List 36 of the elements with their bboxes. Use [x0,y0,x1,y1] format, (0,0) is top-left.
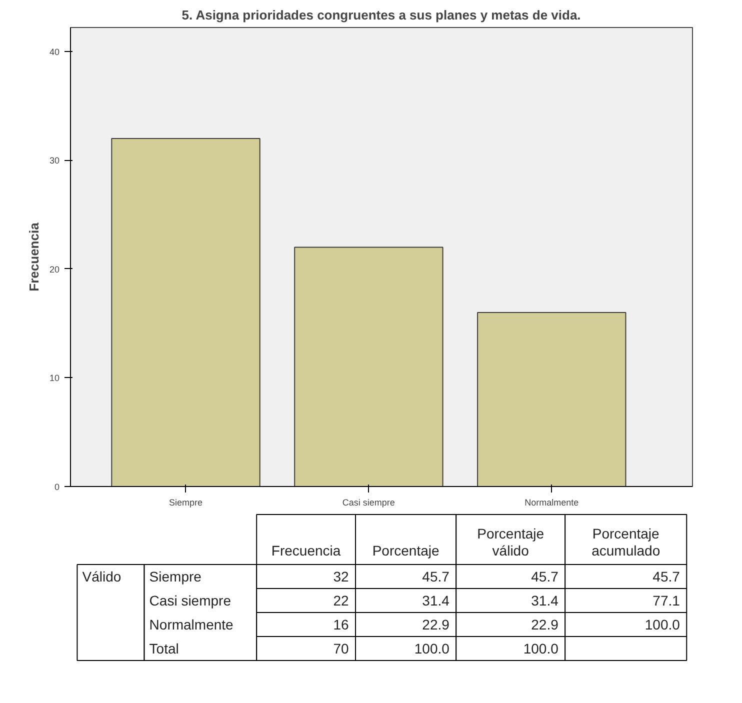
data-label: 100.0 [414,640,450,656]
x-tick-label: Normalmente [524,498,579,508]
data-label: 45.7 [652,568,680,584]
y-tick-label: Normalmente [149,616,234,632]
data-label: 22.9 [422,616,450,632]
data-label: 100.0 [523,640,559,656]
data-label: 45.7 [531,568,559,584]
y-tick-label: 0 [54,482,60,492]
x-tick-label: Casi siempre [342,498,395,508]
y-tick-label: Siempre [149,568,202,584]
data-label: 100.0 [644,616,680,632]
bar [111,138,260,486]
x-tick-label: Porcentaje acumulado [592,526,660,558]
bar [294,246,444,486]
y-tick-label: Total [149,640,179,656]
x-tick-label: Porcentaje [372,542,440,558]
data-label: 32 [333,568,350,584]
y-tick-label: 40 [49,46,60,57]
x-tick-label: Frecuencia [271,542,341,558]
data-label: 31.4 [531,592,559,608]
bar [477,312,626,486]
data-label: 70 [333,640,350,656]
data-label: 22 [333,592,350,608]
x-tick-label: Porcentaje válido [477,526,544,558]
data-label: 77.1 [652,592,680,608]
data-label: 31.4 [422,592,450,608]
y-tick-label: 20 [49,264,60,274]
y-tick-label: 10 [49,373,60,384]
chart-title: 5. Asigna prioridades congruentes a sus planes y metas de vida. [182,8,581,22]
y-tick-label: Casi siempre [149,592,232,608]
text: Válido [82,568,122,584]
y-tick-label: 30 [49,156,60,166]
data-label: 45.7 [422,568,450,584]
data-label: 22.9 [531,616,559,632]
data-label: 16 [333,616,350,632]
y-axis-title: Frecuencia [26,222,42,292]
